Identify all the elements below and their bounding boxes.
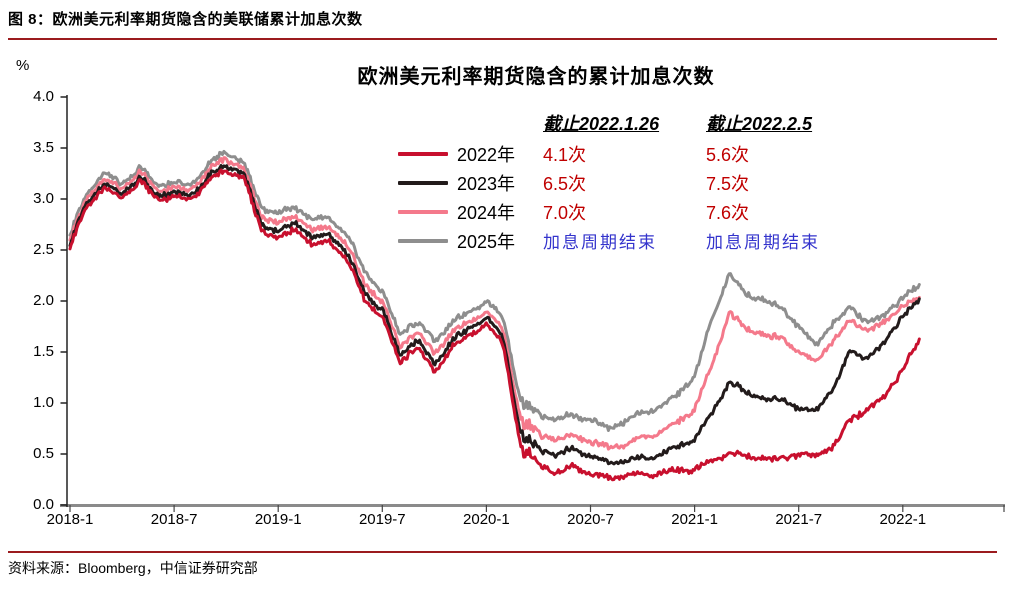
legend-label-2024: 2024年 [457,202,516,223]
legend: 截止2022.1.26 截止2022.2.5 2022年 4.1次 5.6次 2… [398,110,856,255]
y-tick-label-3.5: 3.5 [33,139,54,156]
legend-value-2024-col1: 7.0次 [543,202,587,223]
legend-label-2023: 2023年 [457,173,516,194]
legend-label-2022: 2022年 [457,144,516,165]
legend-swatch-2024 [398,209,448,214]
x-tick-label-2019-1: 2019-1 [254,511,302,528]
y-tick-label-2.5: 2.5 [33,241,54,258]
legend-item-2025: 2025年 [398,228,543,254]
chart-title: 欧洲美元利率期货隐含的累计加息次数 [357,66,715,88]
footer-divider [8,551,997,553]
legend-value-2022-col1: 4.1次 [543,144,587,165]
legend-value-2023-col2: 7.5次 [706,173,750,194]
series-line-2024年 [68,156,921,451]
legend-col-header-1: 截止2022.1.26 [543,113,660,134]
legend-swatch-2022 [398,151,448,156]
series-line-2023年 [68,164,921,466]
x-tick-label-2020-7: 2020-7 [567,511,614,528]
y-tick-label-3.0: 3.0 [33,190,54,207]
y-tick-label-4.0: 4.0 [33,88,54,105]
x-tick-label-2022-1: 2022-1 [879,511,927,528]
y-axis-unit-label: % [16,57,30,74]
x-tick-label-2019-7: 2019-7 [358,511,406,528]
legend-col-header-2: 截止2022.2.5 [706,113,813,134]
x-tick-label-2020-1: 2020-1 [463,511,510,528]
y-tick-label-1.0: 1.0 [33,394,54,411]
legend-item-2023: 2023年 [398,170,543,196]
series-line-2025年 [68,149,921,432]
legend-value-2023-col1: 6.5次 [543,173,587,194]
legend-swatch-2025 [398,238,448,243]
legend-value-2025-col1: 加息周期结束 [543,233,657,252]
x-tick-label-2021-7: 2021-7 [775,511,823,528]
legend-value-2022-col2: 5.6次 [706,144,750,165]
x-tick-label-2021-1: 2021-1 [671,511,718,528]
source-note: 资料来源：Bloomberg，中信证券研究部 [8,560,258,576]
legend-value-2024-col2: 7.6次 [706,202,750,223]
y-tick-label-1.5: 1.5 [33,343,54,360]
legend-header-spacer [398,112,543,138]
header-divider [8,38,997,40]
legend-value-2025-col2: 加息周期结束 [706,233,820,252]
legend-swatch-2023 [398,180,448,185]
y-tick-label-0.0: 0.0 [33,496,54,513]
x-tick-label-2018-1: 2018-1 [46,511,94,528]
y-tick-label-2.0: 2.0 [33,292,54,309]
series-line-2022年 [68,168,921,482]
legend-item-2022: 2022年 [398,141,543,167]
x-tick-label-2018-7: 2018-7 [150,511,198,528]
legend-label-2025: 2025年 [457,231,516,252]
legend-item-2024: 2024年 [398,199,543,225]
y-tick-label-0.5: 0.5 [33,445,54,462]
figure-caption: 图 8：欧洲美元利率期货隐含的美联储累计加息次数 [8,11,363,28]
